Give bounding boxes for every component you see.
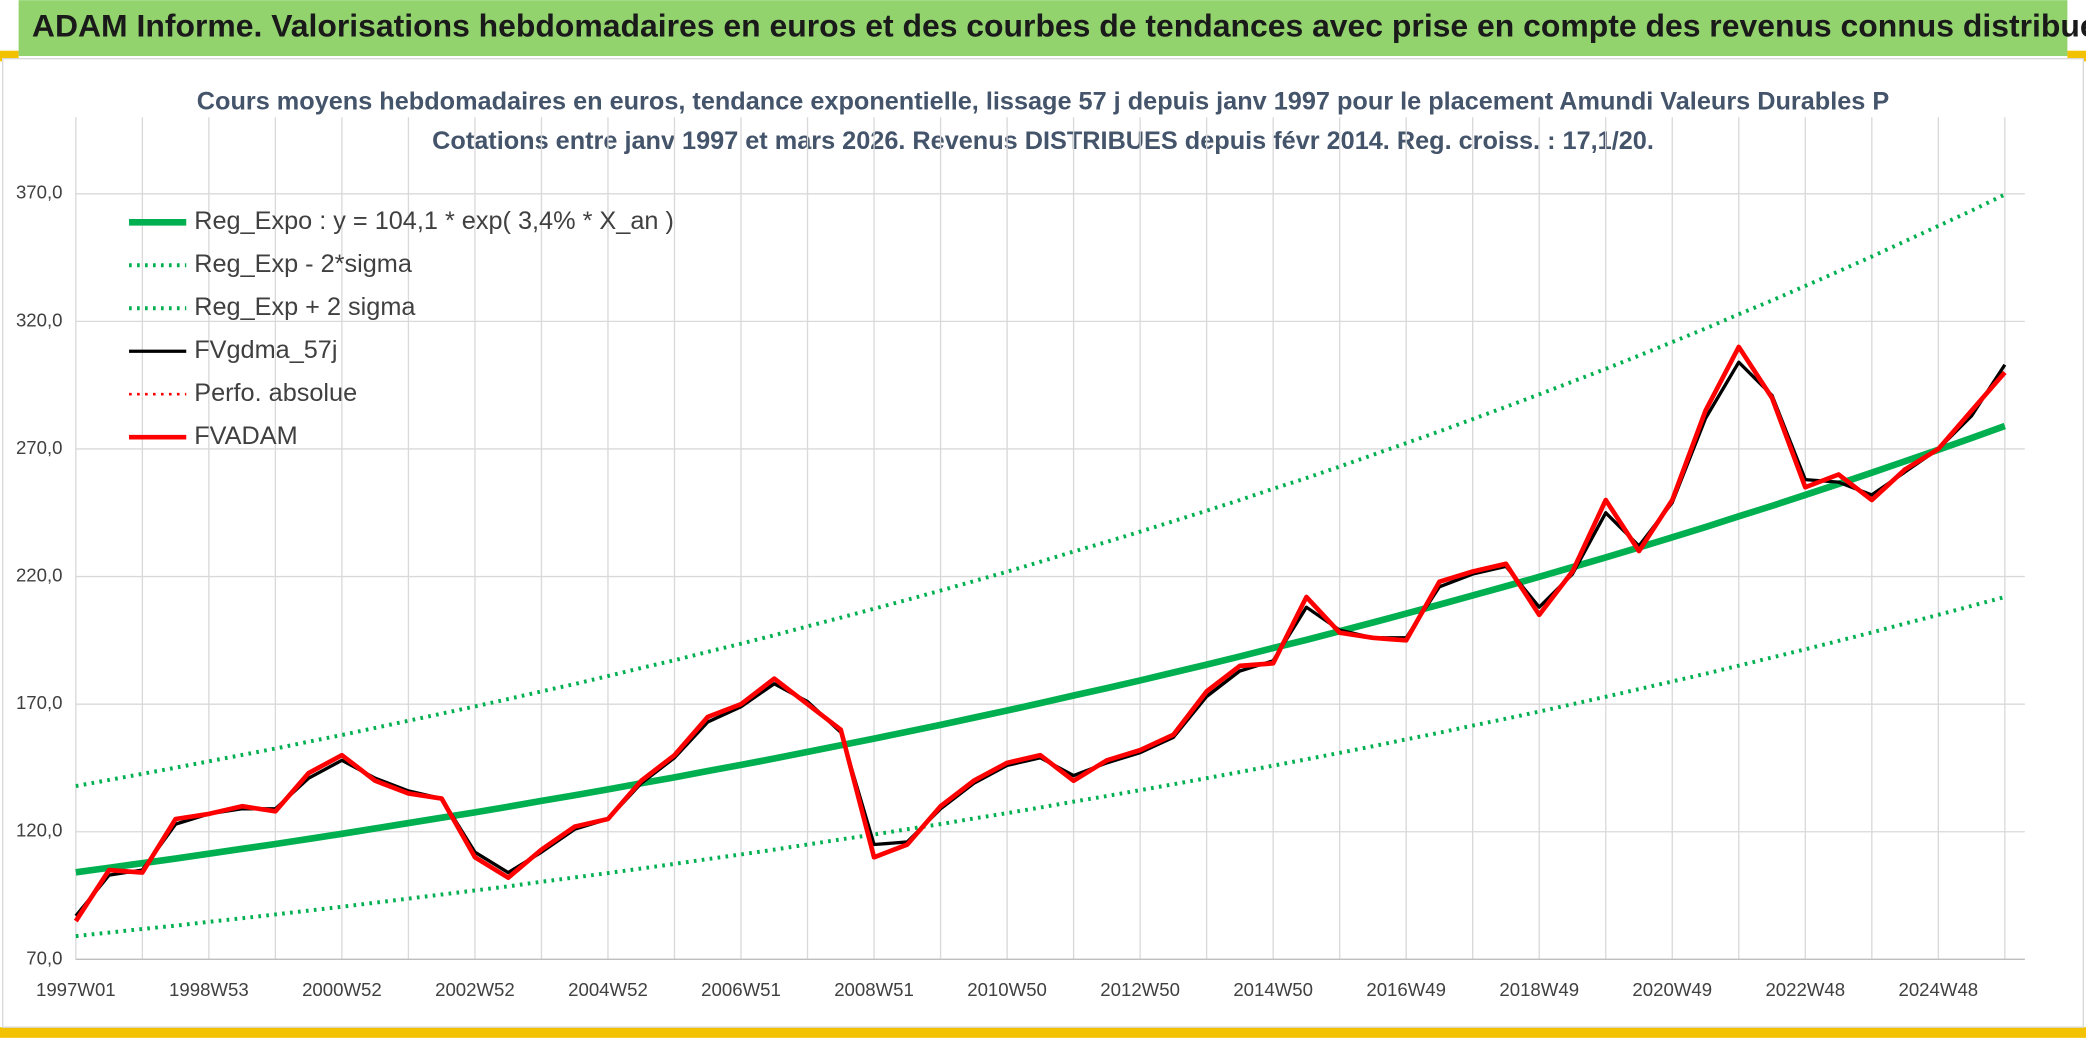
series-line — [73, 344, 2007, 923]
series-line — [75, 422, 2006, 876]
header: ADAM Informe. Valorisations hebdomadaire… — [32, 8, 2086, 44]
x-tick-label: 2022W48 — [1765, 979, 1845, 1000]
y-tick-label: 370,0 — [16, 182, 63, 203]
legend-label: Reg_Exp - 2*sigma — [194, 250, 413, 278]
legend-label: Reg_Expo : y = 104,1 * exp( 3,4% * X_an … — [194, 207, 674, 235]
bottom-strip — [0, 1027, 2086, 1038]
y-tick-label: 120,0 — [16, 820, 63, 841]
chart-subtitle: Cotations entre janv 1997 et mars 2026. … — [432, 127, 1654, 155]
chart-frame — [1, 58, 2085, 1028]
x-tick-label: 1997W01 — [36, 979, 116, 1000]
x-tick-label: 2008W51 — [834, 979, 914, 1000]
legend-label: FVgdma_57j — [194, 336, 337, 364]
legend-label: FVADAM — [194, 422, 297, 450]
y-tick-label: 170,0 — [16, 692, 63, 713]
y-tick-label: 220,0 — [16, 564, 63, 585]
corner — [0, 50, 19, 62]
x-tick-label: 2024W48 — [1898, 979, 1978, 1000]
x-tick-label: 2018W49 — [1499, 979, 1579, 1000]
x-tick-label: 2004W52 — [568, 979, 648, 1000]
y-tick-label: 70,0 — [26, 947, 62, 968]
chart-title: Cours moyens hebdomadaires en euros, ten… — [197, 87, 1889, 115]
legend-label: Perfo. absolue — [194, 379, 357, 407]
x-tick-label: 2012W50 — [1100, 979, 1180, 1000]
x-tick-label: 2000W52 — [302, 979, 382, 1000]
series-line — [75, 192, 2006, 789]
corner — [2067, 50, 2086, 62]
x-tick-label: 2006W51 — [701, 979, 781, 1000]
x-tick-label: 2002W52 — [435, 979, 515, 1000]
x-tick-label: 2014W50 — [1233, 979, 1313, 1000]
x-tick-label: 2020W49 — [1632, 979, 1712, 1000]
series-line — [75, 595, 2006, 939]
x-tick-label: 1998W53 — [169, 979, 249, 1000]
legend-label: Reg_Exp + 2 sigma — [194, 293, 416, 321]
y-tick-label: 320,0 — [16, 309, 63, 330]
x-tick-label: 2010W50 — [967, 979, 1047, 1000]
header-bar — [18, 0, 2068, 57]
x-tick-label: 2016W49 — [1366, 979, 1446, 1000]
y-tick-label: 270,0 — [16, 437, 63, 458]
